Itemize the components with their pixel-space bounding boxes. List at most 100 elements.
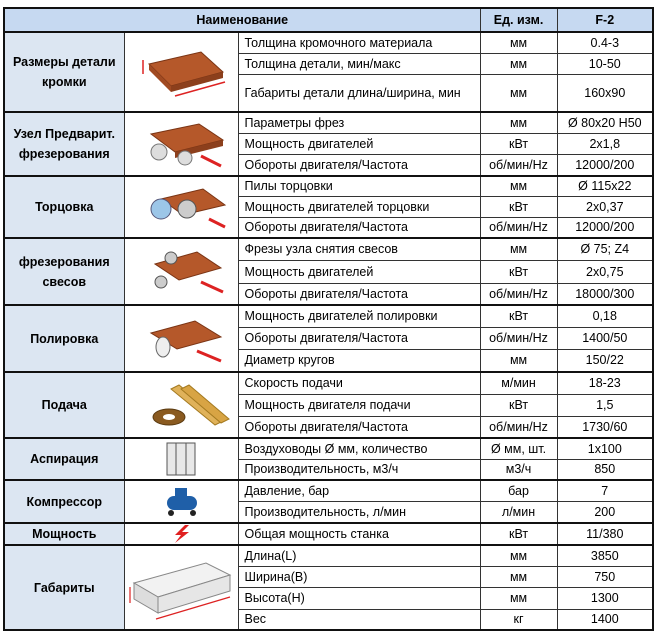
- polish-wheel: [155, 336, 171, 357]
- machine-front: [157, 573, 231, 614]
- param-value: Ø 80x20 H50: [556, 111, 654, 134]
- param-value: 150/22: [556, 348, 654, 373]
- feed-arrow: [208, 217, 226, 229]
- spec-row: Производительность, м3/ч м3/ч 850: [4, 458, 654, 481]
- group-image: [123, 175, 239, 239]
- icon-machine: [129, 561, 232, 620]
- icon-overhang: [153, 250, 224, 293]
- param-value: 3850: [556, 544, 654, 567]
- icon-board: [142, 51, 226, 97]
- header-name: Наименование: [3, 7, 481, 33]
- param-name: Пилы торцовки: [237, 175, 481, 197]
- param-value: 160x90: [556, 73, 654, 113]
- param-unit: мм: [479, 73, 558, 113]
- group-image: [123, 479, 239, 524]
- spec-row: Обороты двигателя/Частота об/мин/Hz 12000/…: [4, 153, 654, 177]
- group-image: [123, 111, 239, 177]
- param-value: 2x0,75: [556, 259, 654, 284]
- group-name: Мощность: [3, 522, 125, 546]
- spec-row: Компрессор Давление, бар бар 7: [3, 479, 654, 524]
- spec-row: Габариты Длина(L) мм 3850: [3, 544, 654, 631]
- icon-trim: [150, 188, 227, 229]
- param-value: 750: [556, 565, 654, 588]
- param-value: 2x1,8: [556, 132, 654, 155]
- saw: [150, 198, 172, 220]
- group-image: [123, 31, 239, 113]
- param-name: Мощность двигателя подачи: [237, 393, 481, 417]
- header-row: Наименование Ед. изм. F-2: [3, 7, 654, 33]
- param-value: 850: [556, 458, 654, 481]
- param-name: Диаметр кругов: [237, 348, 481, 373]
- dim-arrow: [155, 595, 231, 620]
- spec-row: Мощность двигателя подачи кВт 1,5: [4, 393, 654, 417]
- feed-arrow: [196, 349, 222, 362]
- icon-aspiration: [166, 442, 196, 476]
- cutter: [164, 251, 178, 264]
- param-value: 18-23: [556, 371, 654, 395]
- param-unit: л/мин: [479, 500, 558, 524]
- group-name: Размеры детали кромки: [3, 31, 125, 113]
- spec-row: Торцовка Пилы торцовки мм Ø 115x22: [3, 175, 654, 239]
- param-unit: бар: [479, 479, 558, 502]
- param-value: 1300: [556, 586, 654, 610]
- spec-row: Аспирация Воздуховоды Ø мм, количество Ø …: [3, 437, 654, 481]
- group-image: [123, 304, 239, 373]
- param-unit: мм: [479, 348, 558, 373]
- param-unit: мм: [479, 237, 558, 261]
- group-name: Торцовка: [3, 175, 125, 239]
- spec-row: Обороты двигателя/Частота об/мин/Hz 12000/…: [4, 216, 654, 239]
- group-image: [123, 544, 239, 631]
- param-name: Мощность двигателей: [237, 132, 481, 155]
- param-name: Обороты двигателя/Частота: [237, 415, 481, 439]
- param-name: Обороты двигателя/Частота: [237, 326, 481, 350]
- spec-row: Мощность двигателей кВт 2x1,8: [4, 132, 654, 155]
- param-unit: мм: [479, 175, 558, 197]
- icon-feed: [152, 384, 230, 426]
- param-name: Давление, бар: [237, 479, 481, 502]
- param-value: 1x100: [556, 437, 654, 460]
- param-name: Ширина(B): [237, 565, 481, 588]
- cutter: [177, 150, 193, 166]
- param-name: Обороты двигателя/Частота: [237, 153, 481, 177]
- saw: [177, 199, 197, 219]
- feed-arrow: [200, 280, 224, 293]
- param-name: Высота(H): [237, 586, 481, 610]
- group-image: [123, 437, 239, 481]
- wheel: [168, 509, 174, 516]
- param-value: Ø 75; Z4: [556, 237, 654, 261]
- param-unit: мм: [479, 52, 558, 75]
- param-name: Параметры фрез: [237, 111, 481, 134]
- spec-row: Подача Скорость подачи м/мин 18-23: [3, 371, 654, 439]
- param-value: Ø 115x22: [556, 175, 654, 197]
- board-side: [149, 64, 171, 92]
- group-name: Полировка: [3, 304, 125, 373]
- header-model: F-2: [556, 7, 654, 33]
- spec-row: Мощность Общая мощность станка кВт 11/380: [3, 522, 654, 546]
- param-unit: кВт: [479, 132, 558, 155]
- param-name: Производительность, м3/ч: [237, 458, 481, 481]
- group-name: фрезерования свесов: [3, 237, 125, 306]
- icon-polish: [149, 319, 223, 362]
- spec-row: Толщина детали, мин/макс мм 10-50: [4, 52, 654, 75]
- collector: [166, 442, 196, 476]
- param-name: Габариты детали длина/ширина, мин: [237, 73, 481, 113]
- param-unit: мм: [479, 586, 558, 610]
- group-name: Компрессор: [3, 479, 125, 524]
- param-unit: мм: [479, 544, 558, 567]
- param-name: Мощность двигателей торцовки: [237, 195, 481, 218]
- param-name: Обороты двигателя/Частота: [237, 282, 481, 306]
- param-value: 0,18: [556, 304, 654, 328]
- param-unit: кВт: [479, 304, 558, 328]
- group-name: Узел Предварит. фрезерования: [3, 111, 125, 177]
- spec-row: Вес кг 1400: [4, 608, 654, 631]
- icon-compressor: [167, 487, 197, 516]
- param-name: Длина(L): [237, 544, 481, 567]
- edge-strip: [180, 384, 230, 424]
- icon-milling: [149, 123, 225, 168]
- param-name: Мощность двигателей полировки: [237, 304, 481, 328]
- icon-power: [175, 525, 189, 543]
- param-value: 1400: [556, 608, 654, 631]
- param-unit: кг: [479, 608, 558, 631]
- param-unit: кВт: [479, 393, 558, 417]
